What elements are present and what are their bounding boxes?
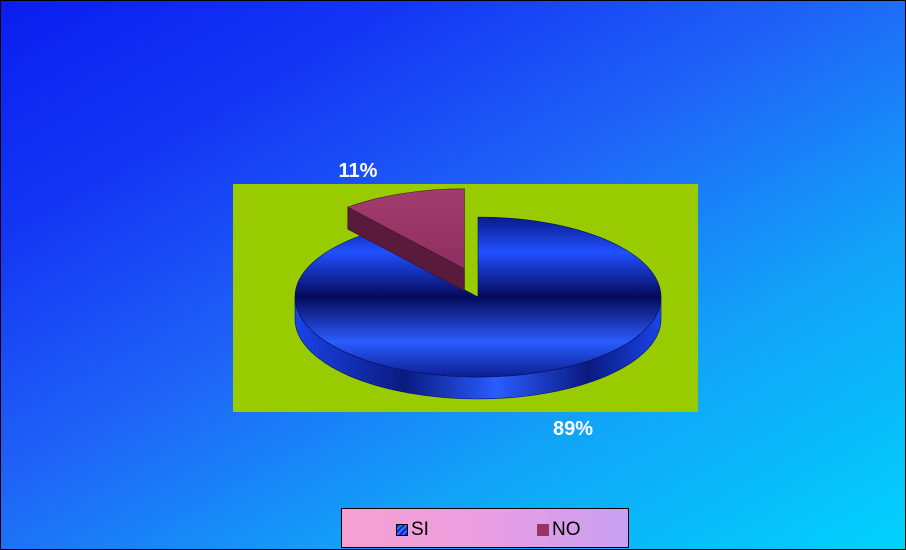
- data-label-no: 11%: [339, 160, 378, 182]
- legend: SI NO: [341, 508, 629, 548]
- legend-label-no: NO: [552, 519, 581, 540]
- data-label-si: 89%: [553, 418, 593, 440]
- legend-item-si: SI: [396, 519, 429, 541]
- pie-slice-si: [294, 216, 662, 378]
- legend-swatch-no: [537, 524, 549, 536]
- legend-label-si: SI: [411, 519, 429, 540]
- legend-swatch-si: [396, 524, 408, 536]
- legend-item-no: NO: [537, 519, 581, 541]
- pie-slice-no: [347, 188, 465, 270]
